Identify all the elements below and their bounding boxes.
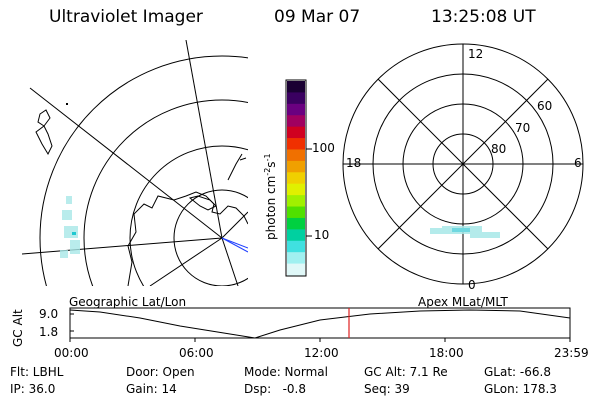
- colorbar-cell: [287, 160, 305, 173]
- colorbar-cell: [287, 240, 305, 253]
- header-date: 09 Mar 07: [274, 7, 361, 27]
- mlt-label-18: 18: [346, 156, 362, 170]
- colorbar-cell: [287, 126, 305, 139]
- timeline-left-label: Geographic Lat/Lon: [69, 295, 187, 309]
- colorbar-cell: [287, 149, 305, 162]
- timeline-right-label: Apex MLat/MLT: [418, 295, 508, 309]
- info-gain: Gain: 14: [126, 382, 177, 396]
- geographic-map: [22, 40, 248, 286]
- header-time: 13:25:08 UT: [431, 7, 536, 27]
- colorbar-cells: [287, 81, 305, 276]
- mlt-label-0: 0: [468, 278, 476, 292]
- lat-label-70: 70: [515, 121, 531, 135]
- timeline-ytick-low: 1.8: [39, 325, 59, 339]
- timeline-xtick-2359: 23:59: [554, 346, 589, 360]
- info-ip: IP: 36.0: [10, 382, 56, 396]
- colorbar-cell: [287, 206, 305, 219]
- info-glon: GLon: 178.3: [484, 382, 557, 396]
- timeline-panel: [69, 307, 571, 342]
- colorbar-cell: [287, 172, 305, 185]
- colorbar-cell: [287, 81, 305, 93]
- app-title: Ultraviolet Imager: [49, 7, 203, 27]
- colorbar-cell: [287, 217, 305, 230]
- timeline-xtick-0000: 00:00: [54, 346, 89, 360]
- info-filter: Flt: LBHL: [10, 365, 64, 379]
- timeline-xtick-1800: 18:00: [429, 346, 464, 360]
- info-seq: Seq: 39: [364, 382, 410, 396]
- colorbar-tick-label-10: 10: [314, 228, 330, 242]
- colorbar-cell: [287, 138, 305, 150]
- colorbar-cell: [287, 252, 305, 265]
- timeline-yaxis-title: GC Alt: [11, 309, 25, 347]
- colorbar-cell: [287, 229, 305, 242]
- colorbar-cell: [287, 92, 305, 105]
- colorbar-cell: [287, 103, 305, 116]
- timeline-xtick-1200: 12:00: [304, 346, 339, 360]
- lat-label-60: 60: [537, 99, 553, 113]
- info-door: Door: Open: [126, 365, 195, 379]
- colorbar-unit-label: photon cm-2s-1: [263, 153, 278, 240]
- timeline-xtick-0600: 06:00: [179, 346, 214, 360]
- mlt-label-6: 6: [574, 156, 582, 170]
- colorbar-cell: [287, 115, 305, 128]
- mlt-label-12: 12: [468, 47, 484, 61]
- info-glat: GLat: -66.8: [484, 365, 551, 379]
- colorbar-cell: [287, 195, 305, 208]
- timeline-ytick-high: 9.0: [39, 307, 59, 321]
- lat-label-80: 80: [491, 142, 507, 156]
- colorbar-tick-label-100: 100: [312, 141, 335, 155]
- colorbar-cell: [287, 263, 305, 276]
- colorbar-cell: [287, 183, 305, 196]
- colorbar: [285, 79, 307, 277]
- info-gc-alt: GC Alt: 7.1 Re: [364, 365, 448, 379]
- polar-plot: [342, 43, 584, 285]
- info-mode: Mode: Normal: [244, 365, 328, 379]
- info-dsp: Dsp: -0.8: [244, 382, 307, 396]
